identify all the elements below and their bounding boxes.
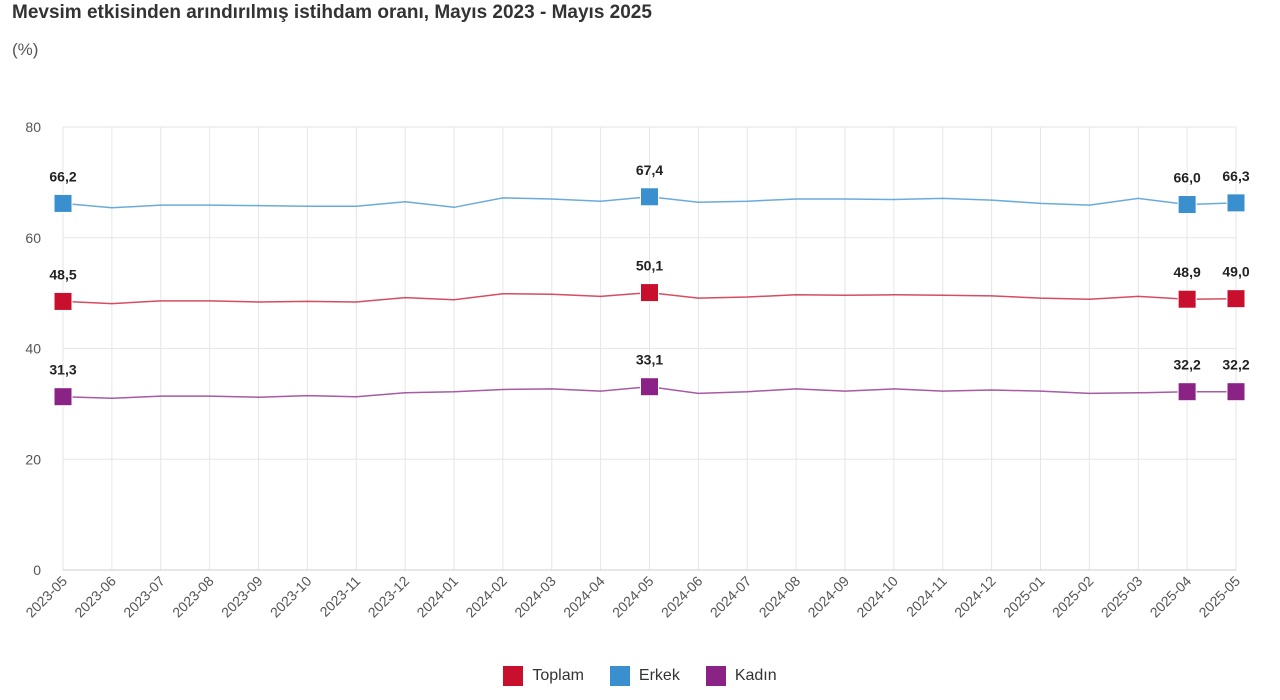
chart-subtitle: (%) [12, 40, 39, 59]
x-tick-label: 2023-05 [22, 573, 70, 621]
x-tick-label: 2023-06 [71, 573, 119, 621]
x-tick-label: 2024-09 [804, 573, 852, 621]
x-tick-label: 2025-03 [1098, 573, 1146, 621]
data-point-marker [640, 377, 659, 397]
data-point-marker [53, 291, 73, 311]
chart-title: Mevsim etkisinden arındırılmış istihdam … [12, 2, 652, 23]
data-label: 66,3 [1222, 168, 1249, 184]
x-tick-label: 2024-04 [560, 573, 608, 621]
legend-label-kadin: Kadın [734, 667, 777, 684]
data-point-marker [640, 283, 659, 303]
data-label: 49,0 [1222, 264, 1249, 280]
legend: Toplam Erkek Kadın [0, 666, 1280, 686]
data-point-marker [1177, 382, 1197, 402]
x-tick-label: 2023-07 [120, 573, 168, 621]
x-tick-label: 2023-10 [267, 573, 315, 621]
data-point-marker [1226, 193, 1246, 213]
x-tick-label: 2024-10 [853, 573, 901, 621]
data-label: 31,3 [49, 362, 76, 378]
x-tick-label: 2024-05 [609, 573, 657, 621]
data-point-marker [1177, 289, 1197, 309]
legend-item-kadin[interactable]: Kadın [705, 666, 777, 686]
x-tick-label: 2024-08 [756, 573, 804, 621]
y-tick-label: 20 [25, 451, 41, 467]
x-tick-label: 2025-04 [1147, 573, 1195, 621]
data-label: 48,9 [1174, 264, 1201, 280]
series [53, 187, 1246, 407]
data-label: 67,4 [636, 162, 663, 178]
data-point-marker [53, 193, 73, 213]
data-label: 32,2 [1222, 357, 1249, 373]
data-label: 66,0 [1174, 170, 1201, 186]
legend-item-toplam[interactable]: Toplam [503, 666, 584, 686]
legend-swatch-toplam [503, 666, 524, 686]
data-point-marker [1177, 195, 1197, 215]
data-point-marker [640, 187, 659, 207]
data-label: 48,5 [49, 266, 76, 282]
x-tick-label: 2024-12 [951, 573, 999, 621]
x-tick-label: 2025-05 [1195, 573, 1243, 621]
data-labels: 48,5 50,1 48,9 49,0 66,2 67,4 66,0 66,3 31,3 33,1… [49, 162, 1249, 378]
x-tick-label: 2024-01 [413, 573, 461, 621]
x-tick-label: 2024-02 [462, 573, 510, 621]
data-label: 32,2 [1174, 357, 1201, 373]
legend-swatch-kadin [705, 666, 726, 686]
x-tick-label: 2023-12 [365, 573, 413, 621]
data-label: 66,2 [49, 168, 76, 184]
x-tick-label: 2025-02 [1049, 573, 1097, 621]
data-point-marker [1226, 289, 1246, 309]
data-point-marker [1226, 382, 1246, 402]
legend-label-erkek: Erkek [638, 667, 680, 684]
data-point-marker [53, 387, 73, 407]
y-tick-label: 80 [25, 119, 41, 135]
data-label: 33,1 [636, 352, 663, 368]
x-tick-label: 2024-07 [707, 573, 755, 621]
x-tick-label: 2025-01 [1000, 573, 1048, 621]
x-tick-label: 2023-11 [316, 573, 363, 620]
y-tick-label: 40 [25, 341, 41, 357]
y-tick-label: 0 [33, 562, 41, 578]
legend-label-toplam: Toplam [532, 667, 584, 684]
legend-item-erkek[interactable]: Erkek [609, 666, 680, 686]
x-tick-label: 2023-09 [218, 573, 266, 621]
legend-swatch-erkek [609, 666, 630, 686]
data-label: 50,1 [636, 258, 663, 274]
x-tick-label: 2024-06 [658, 573, 706, 621]
x-tick-label: 2023-08 [169, 573, 217, 621]
x-tick-label: 2024-11 [903, 573, 950, 620]
x-tick-label: 2024-03 [511, 573, 559, 621]
y-tick-label: 60 [25, 230, 41, 246]
